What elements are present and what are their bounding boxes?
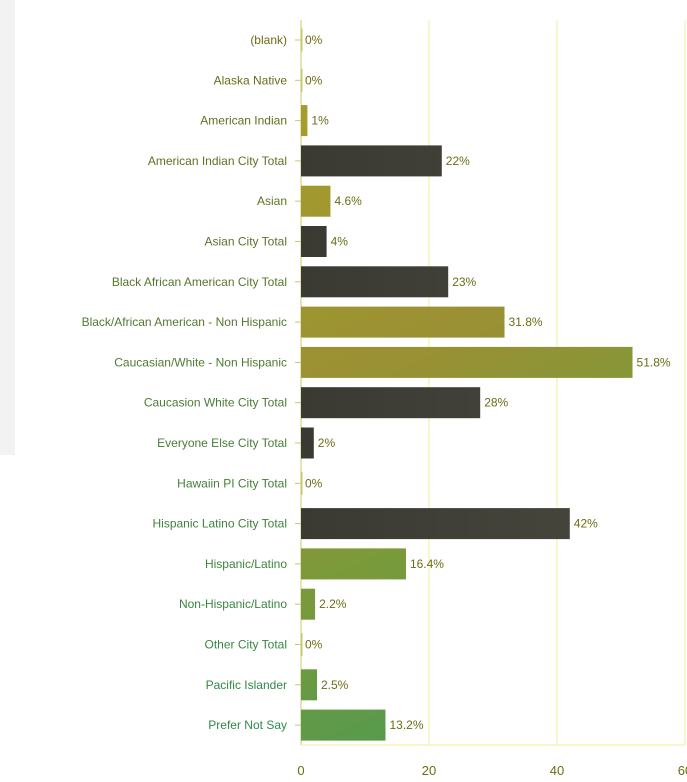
data-label: 0% <box>305 476 323 490</box>
data-label: 4.6% <box>334 194 362 208</box>
category-label: Non-Hispanic/Latino <box>179 597 287 611</box>
data-label: 16.4% <box>410 557 444 571</box>
data-label: 31.8% <box>509 315 543 329</box>
category-label: Asian <box>257 194 287 208</box>
data-label: 51.8% <box>637 355 671 369</box>
category-label: Caucasian/White - Non Hispanic <box>114 355 287 369</box>
x-tick-label: 20 <box>422 763 436 778</box>
category-label: Asian City Total <box>205 235 287 249</box>
category-label: Caucasion White City Total <box>144 396 287 410</box>
x-tick-label: 40 <box>550 763 564 778</box>
category-label: Everyone Else City Total <box>157 436 287 450</box>
category-label: American Indian <box>200 114 287 128</box>
bar <box>301 185 331 217</box>
category-label: Other City Total <box>205 638 287 652</box>
data-label: 2.5% <box>321 678 349 692</box>
data-label: 0% <box>305 33 323 47</box>
category-label: Black African American City Total <box>112 275 287 289</box>
category-label: Prefer Not Say <box>208 718 287 732</box>
bar <box>301 266 449 298</box>
bar <box>301 588 316 620</box>
category-label: Hawaiin PI City Total <box>177 476 287 490</box>
category-label: (blank) <box>250 33 287 47</box>
category-label: Pacific Islander <box>206 678 287 692</box>
data-label: 23% <box>452 275 476 289</box>
data-label: 28% <box>484 396 508 410</box>
x-tick-label: 0 <box>297 763 304 778</box>
category-label: Alaska Native <box>214 73 288 87</box>
data-label: 2% <box>318 436 336 450</box>
x-tick-label: 60 <box>678 763 687 778</box>
data-label: 2.2% <box>319 597 347 611</box>
bar <box>301 508 570 540</box>
category-label: Hispanic/Latino <box>205 557 287 571</box>
data-label: 0% <box>305 638 323 652</box>
data-label: 1% <box>311 114 329 128</box>
data-label: 4% <box>331 235 349 249</box>
bar <box>301 669 317 701</box>
data-label: 13.2% <box>389 718 423 732</box>
bar <box>301 346 633 378</box>
bar <box>301 548 406 580</box>
category-label: American Indian City Total <box>148 154 287 168</box>
data-label: 0% <box>305 73 323 87</box>
category-label: Black/African American - Non Hispanic <box>82 315 287 329</box>
bar <box>301 387 481 419</box>
bar <box>301 709 386 741</box>
side-panel <box>0 0 15 455</box>
category-label: Hispanic Latino City Total <box>152 517 287 531</box>
bar <box>301 306 505 338</box>
data-label: 42% <box>574 517 598 531</box>
bar <box>301 427 314 459</box>
bar <box>301 105 308 137</box>
data-label: 22% <box>446 154 470 168</box>
bar <box>301 226 327 257</box>
bar <box>301 145 442 177</box>
